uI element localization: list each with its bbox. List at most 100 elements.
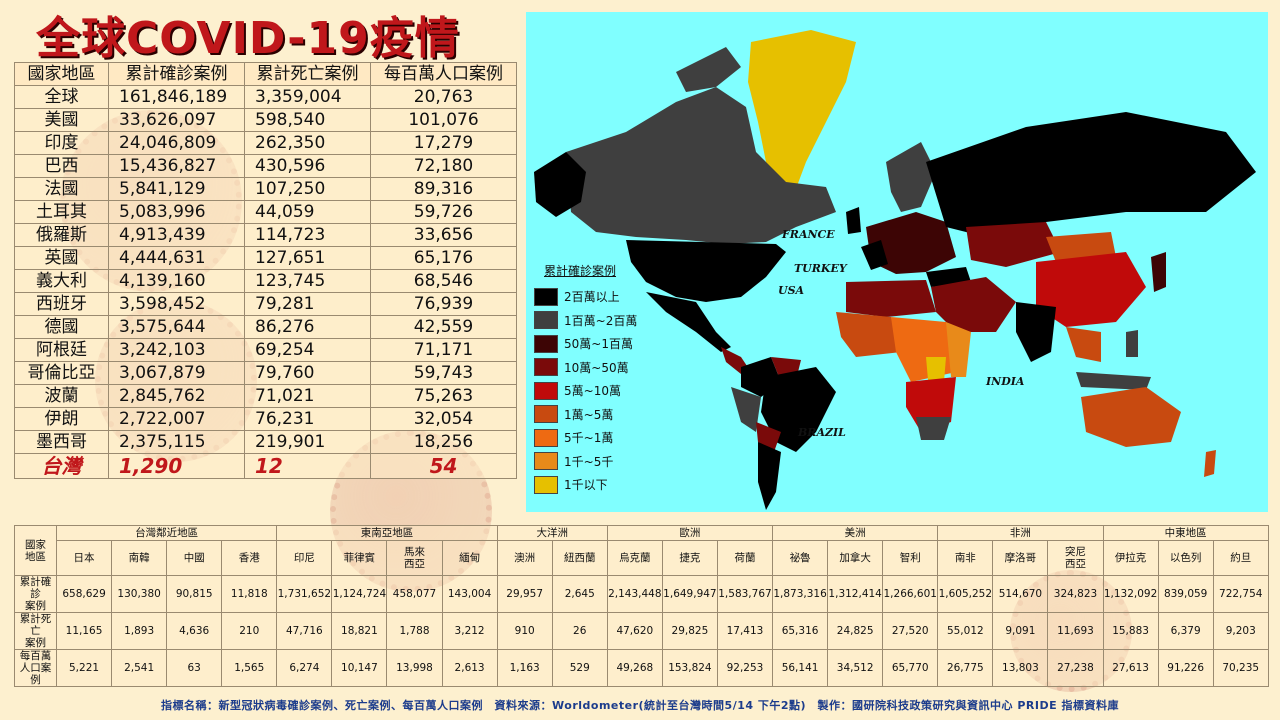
per-million-cell: 65,176 <box>370 246 517 270</box>
value-cell: 2,645 <box>551 575 608 613</box>
table-row: 法國 5,841,129 107,250 89,316 <box>14 177 517 201</box>
value-cell: 5,221 <box>55 649 113 687</box>
legend-label: 10萬~50萬 <box>564 360 629 375</box>
country-header: 摩洛哥 <box>992 540 1049 576</box>
deaths-cell: 114,723 <box>244 223 371 247</box>
country-header: 烏克蘭 <box>606 540 663 576</box>
map-tanzania <box>926 357 946 382</box>
table-row-deaths: 累計死亡 案例 11,165 1,893 4,636 210 47,716 18,821 1,… <box>14 612 1269 650</box>
value-cell: 514,670 <box>992 575 1049 613</box>
country-cell: 波蘭 <box>14 384 109 408</box>
value-cell: 1,788 <box>386 612 443 650</box>
map-label-usa: USA <box>778 284 805 297</box>
value-cell: 1,583,767 <box>716 575 774 613</box>
table-row: 波蘭 2,845,762 71,021 75,263 <box>14 384 517 408</box>
map-south-africa <box>916 417 951 440</box>
table-row: 土耳其 5,083,996 44,059 59,726 <box>14 200 517 224</box>
region-header: 東南亞地區 <box>276 525 498 541</box>
country-cell: 土耳其 <box>14 200 109 224</box>
per-million-cell: 20,763 <box>370 85 517 109</box>
region-header: 非洲 <box>937 525 1104 541</box>
header-cases: 累計確診案例 <box>108 62 245 86</box>
cases-cell: 4,913,439 <box>108 223 245 247</box>
per-million-cell: 32,054 <box>370 407 517 431</box>
value-cell: 63 <box>166 649 223 687</box>
value-cell: 6,379 <box>1157 612 1214 650</box>
cases-cell: 4,139,160 <box>108 269 245 293</box>
table-row-cases: 累計確診 案例 658,629 130,380 90,815 11,818 1,731,6… <box>14 575 1269 613</box>
value-cell: 1,163 <box>496 649 553 687</box>
country-header: 祕魯 <box>772 540 829 576</box>
value-cell: 1,649,947 <box>661 575 718 613</box>
table-row: 德國 3,575,644 86,276 42,559 <box>14 315 517 339</box>
value-cell: 4,636 <box>166 612 223 650</box>
value-cell: 2,541 <box>111 649 168 687</box>
value-cell: 11,818 <box>221 575 278 613</box>
map-japan <box>1151 252 1166 292</box>
value-cell: 1,312,414 <box>827 575 884 613</box>
per-million-cell: 68,546 <box>370 269 517 293</box>
map-uk <box>846 207 861 234</box>
map-central-africa <box>891 317 956 382</box>
value-cell: 3,212 <box>441 612 498 650</box>
legend-item: 1百萬~2百萬 <box>534 309 664 333</box>
map-east-africa <box>946 322 971 377</box>
legend-label: 5萬~10萬 <box>564 384 621 399</box>
value-cell: 65,770 <box>882 649 939 687</box>
country-header: 紐西蘭 <box>551 540 608 576</box>
cases-cell: 33,626,097 <box>108 108 245 132</box>
value-cell: 1,873,316 <box>772 575 829 613</box>
value-cell: 153,824 <box>661 649 718 687</box>
map-canada-islands <box>676 47 741 92</box>
deaths-cell: 430,596 <box>244 154 371 178</box>
value-cell: 49,268 <box>606 649 663 687</box>
country-header: 香港 <box>221 540 278 576</box>
country-header: 澳洲 <box>496 540 553 576</box>
page-title: 全球COVID-19疫情 <box>36 13 460 64</box>
row-label: 每百萬 人口案例 <box>14 649 57 687</box>
deaths-cell: 79,760 <box>244 361 371 385</box>
map-argentina <box>758 442 781 510</box>
legend-label: 5千~1萬 <box>564 431 614 446</box>
legend-swatch <box>534 334 558 353</box>
country-header: 捷克 <box>661 540 718 576</box>
table-row: 巴西 15,436,827 430,596 72,180 <box>14 154 517 178</box>
legend-label: 2百萬以上 <box>564 290 620 305</box>
country-header: 南韓 <box>111 540 168 576</box>
value-cell: 34,512 <box>827 649 884 687</box>
table-row: 美國 33,626,097 598,540 101,076 <box>14 108 517 132</box>
country-cell: 德國 <box>14 315 109 339</box>
deaths-cell: 79,281 <box>244 292 371 316</box>
table-row: 全球 161,846,189 3,359,004 20,763 <box>14 85 517 109</box>
region-header: 台灣鄰近地區 <box>55 525 278 541</box>
legend-item: 1千以下 <box>534 473 664 497</box>
map-canada <box>566 87 836 244</box>
cases-cell: 2,375,115 <box>108 430 245 454</box>
legend-label: 1千以下 <box>564 478 608 493</box>
country-cell: 法國 <box>14 177 109 201</box>
value-cell: 6,274 <box>276 649 333 687</box>
value-cell: 70,235 <box>1212 649 1269 687</box>
value-cell: 55,012 <box>937 612 994 650</box>
legend-label: 1百萬~2百萬 <box>564 313 638 328</box>
header-per-million: 每百萬人口案例 <box>370 62 517 86</box>
deaths-cell: 262,350 <box>244 131 371 155</box>
value-cell: 210 <box>221 612 278 650</box>
country-header: 菲律賓 <box>331 540 388 576</box>
header-deaths: 累計死亡案例 <box>244 62 371 86</box>
region-header-row: 國家 地區 台灣鄰近地區 東南亞地區 大洋洲 歐洲 美洲 非洲 中東地區 <box>14 525 1269 576</box>
per-million-cell: 76,939 <box>370 292 517 316</box>
map-australia <box>1081 387 1181 447</box>
country-cell: 印度 <box>14 131 109 155</box>
value-cell: 1,731,652 <box>276 575 333 613</box>
value-cell: 13,998 <box>386 649 443 687</box>
map-label-france: FRANCE <box>782 228 835 241</box>
deaths-cell: 86,276 <box>244 315 371 339</box>
value-cell: 27,520 <box>882 612 939 650</box>
value-cell: 10,147 <box>331 649 388 687</box>
map-usa <box>626 240 786 302</box>
map-mongolia <box>1046 232 1116 262</box>
per-million-cell: 59,726 <box>370 200 517 224</box>
deaths-cell: 12 <box>244 453 371 479</box>
corner-header: 國家 地區 <box>14 525 57 576</box>
